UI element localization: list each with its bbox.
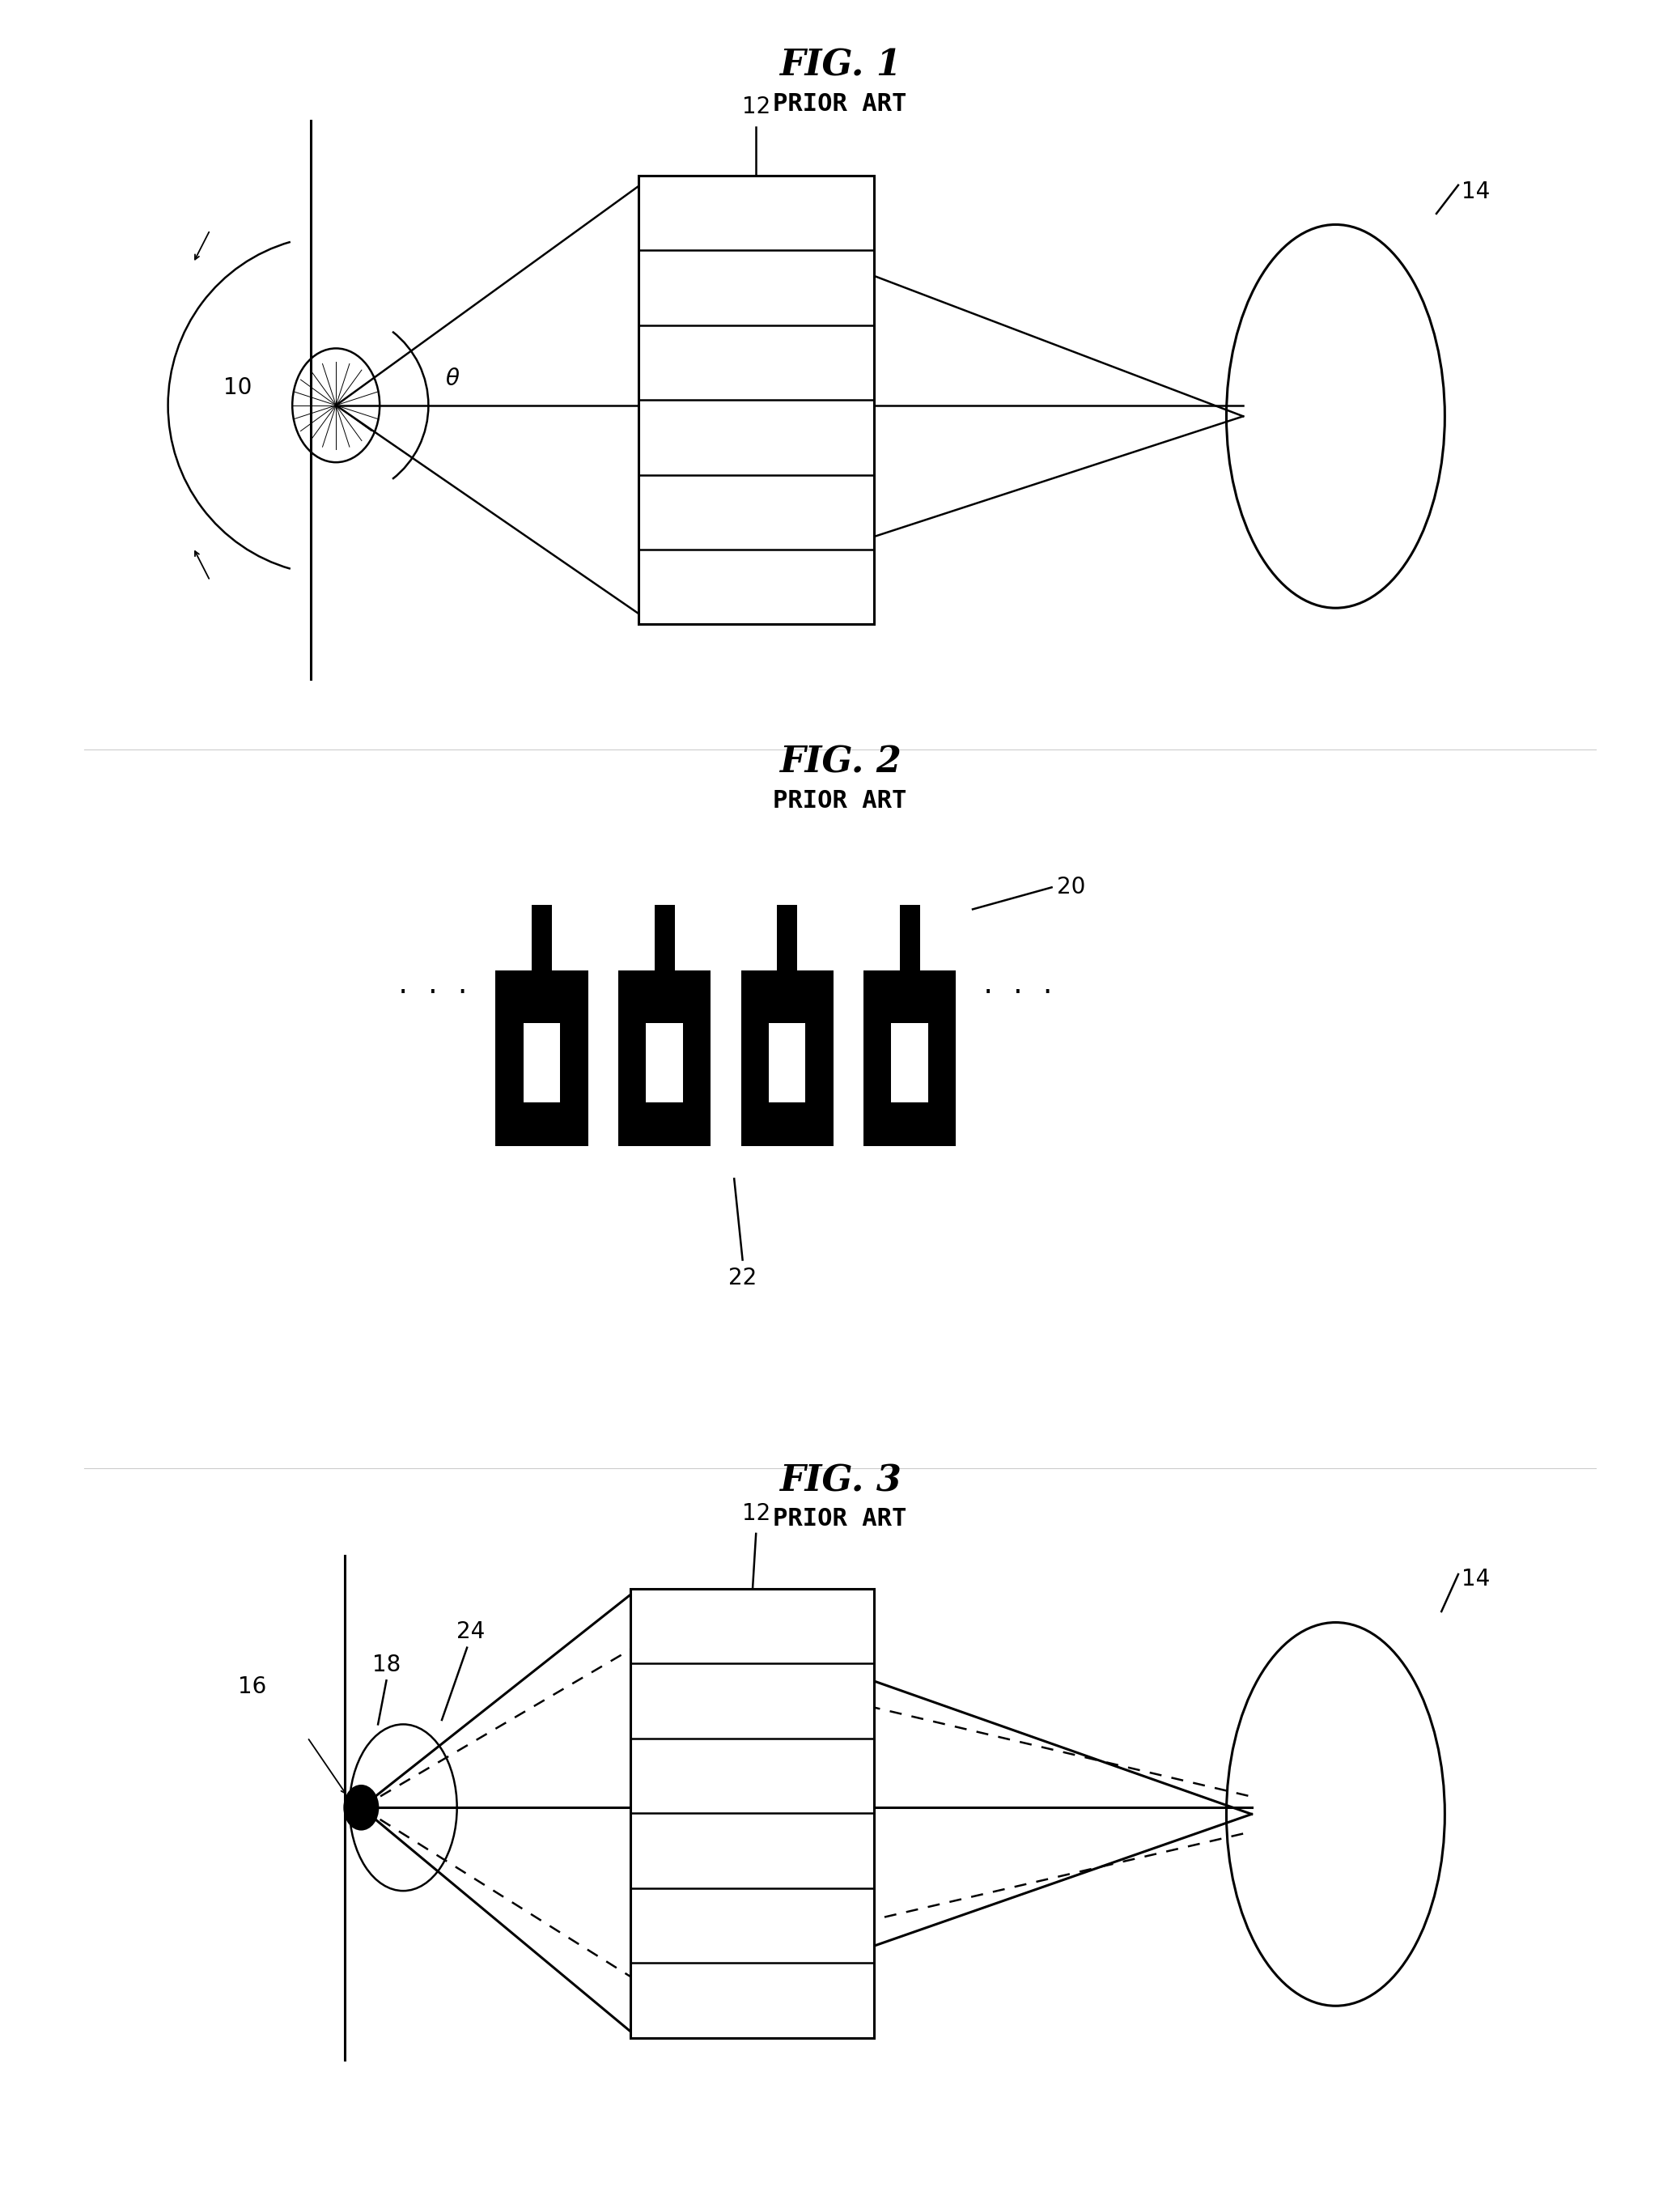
Text: 24: 24 (457, 1621, 484, 1643)
Text: . . .: . . . (981, 975, 1055, 997)
Text: 12: 12 (743, 1503, 769, 1525)
Text: PRIOR ART: PRIOR ART (773, 92, 907, 116)
Text: FIG. 1: FIG. 1 (780, 48, 900, 83)
Bar (618, 971, 711, 1146)
Bar (864, 971, 956, 1146)
Text: 18: 18 (373, 1654, 400, 1676)
Text: FIG. 3: FIG. 3 (780, 1464, 900, 1499)
Bar (890, 1023, 927, 1102)
Bar (741, 971, 833, 1146)
Text: PRIOR ART: PRIOR ART (773, 1507, 907, 1532)
Text: 22: 22 (729, 1266, 756, 1288)
Bar (524, 1023, 561, 1102)
Text: FIG. 2: FIG. 2 (780, 745, 900, 780)
Text: $\theta$: $\theta$ (445, 368, 460, 390)
Text: PRIOR ART: PRIOR ART (773, 789, 907, 813)
Text: 12: 12 (743, 96, 769, 118)
Text: 16: 16 (239, 1676, 265, 1698)
Text: 20: 20 (1057, 876, 1085, 898)
Text: 14: 14 (1462, 1569, 1490, 1591)
Bar (496, 971, 588, 1146)
Bar (531, 905, 551, 971)
Bar (900, 905, 921, 971)
Bar (630, 1588, 874, 2038)
Circle shape (344, 1786, 378, 1829)
Bar (645, 1023, 682, 1102)
Text: . . .: . . . (396, 975, 470, 997)
Bar (654, 905, 675, 971)
Text: 14: 14 (1462, 180, 1490, 204)
Bar (768, 1023, 805, 1102)
Bar (776, 905, 796, 971)
Bar (638, 175, 874, 624)
Text: 10: 10 (223, 377, 252, 399)
